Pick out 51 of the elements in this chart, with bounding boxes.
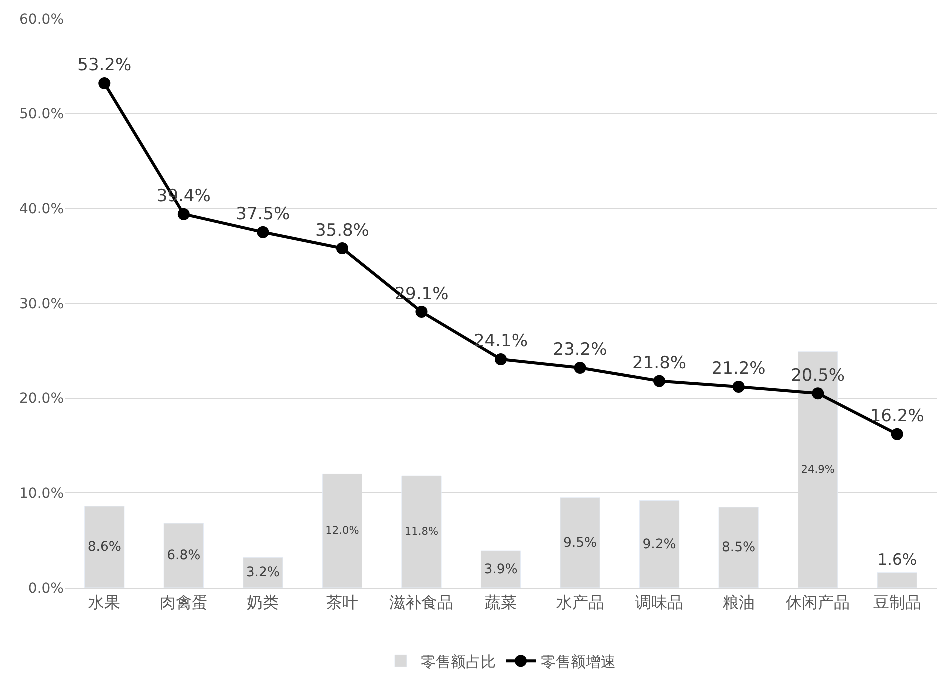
- point: [495, 353, 507, 366]
- point: [416, 306, 428, 318]
- x-tick-label: 粮油: [722, 593, 755, 612]
- point: [257, 226, 270, 238]
- data-label: 11.8%: [404, 526, 439, 538]
- x-tick-label: 水果: [88, 593, 121, 612]
- point: [98, 77, 111, 90]
- data-label: 9.2%: [642, 537, 676, 552]
- data-label: 6.8%: [167, 548, 201, 564]
- x-tick-label: 水产品: [556, 593, 604, 612]
- legend-label: 零售额增速: [541, 653, 616, 671]
- point: [654, 375, 666, 388]
- point: [732, 380, 745, 393]
- data-label: 9.5%: [563, 536, 598, 551]
- x-tick-label: 奶类: [247, 593, 280, 612]
- data-label: 1.6%: [878, 551, 918, 570]
- data-label: 23.2%: [553, 340, 608, 360]
- data-label: 16.2%: [870, 406, 924, 427]
- x-tick-label: 茶叶: [326, 593, 358, 612]
- x-tick-label: 蔬菜: [485, 593, 517, 612]
- y-tick-label: 30.0%: [20, 296, 64, 312]
- y-tick-label: 0.0%: [28, 580, 64, 597]
- data-label: 21.8%: [632, 354, 687, 374]
- y-tick-label: 10.0%: [20, 486, 64, 502]
- data-label: 8.5%: [722, 540, 756, 556]
- y-tick-label: 20.0%: [20, 391, 64, 408]
- x-tick-label: 肉禽蛋: [160, 593, 208, 612]
- x-tick-label: 豆制品: [873, 593, 922, 612]
- x-tick-label: 调味品: [636, 593, 684, 612]
- y-tick-label: 40.0%: [20, 202, 64, 218]
- data-label: 3.9%: [484, 562, 518, 578]
- point: [574, 362, 586, 374]
- point: [336, 242, 348, 254]
- point: [178, 208, 190, 220]
- data-label: 37.5%: [236, 204, 290, 225]
- point: [812, 388, 824, 400]
- data-label: 24.1%: [474, 332, 528, 352]
- data-label: 3.2%: [246, 566, 280, 581]
- data-label: 53.2%: [78, 56, 132, 76]
- data-label: 35.8%: [315, 220, 370, 241]
- x-tick-label: 滋补食品: [390, 593, 454, 612]
- x-tick-label: 休闲产品: [786, 593, 850, 612]
- y-tick-label: 60.0%: [20, 12, 64, 28]
- y-tick-label: 50.0%: [20, 106, 64, 123]
- data-label: 21.2%: [712, 359, 766, 380]
- legend-label: 零售额占比: [421, 653, 496, 671]
- data-label: 12.0%: [326, 525, 360, 538]
- data-label: 24.9%: [801, 464, 835, 476]
- point: [891, 428, 904, 440]
- data-label: 8.6%: [88, 540, 122, 556]
- data-label: 20.5%: [791, 366, 846, 386]
